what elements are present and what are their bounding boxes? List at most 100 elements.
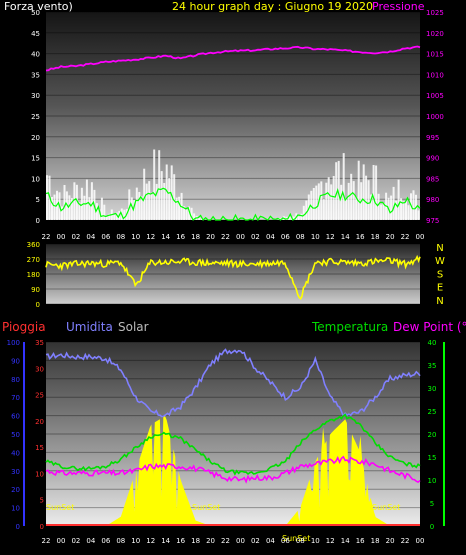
gust-bar-38 bbox=[140, 196, 143, 220]
wind-x-tick-15: 04 bbox=[266, 233, 275, 241]
gust-bar-41 bbox=[148, 181, 151, 220]
gust-bar-122 bbox=[350, 173, 353, 220]
gust-bar-145 bbox=[407, 205, 410, 220]
gust-bar-52 bbox=[175, 197, 178, 220]
rain-axis-tick-0: 0 bbox=[40, 523, 44, 531]
gust-bar-49 bbox=[168, 178, 171, 220]
climate-x-tick-14: 02 bbox=[251, 537, 260, 545]
wind-axis-tick-5: 25 bbox=[31, 113, 40, 121]
gust-bar-108 bbox=[315, 185, 318, 220]
gust-bar-18 bbox=[90, 182, 93, 220]
gust-bar-117 bbox=[337, 160, 340, 220]
wind-x-tick-10: 18 bbox=[191, 233, 200, 241]
pressure-axis-tick-5: 1000 bbox=[426, 113, 444, 121]
gust-bar-58 bbox=[190, 207, 193, 220]
compass-tick-2: S bbox=[437, 269, 443, 280]
climate-x-tick-25: 00 bbox=[416, 537, 425, 545]
wind-x-tick-8: 14 bbox=[161, 233, 170, 241]
gust-bar-125 bbox=[357, 160, 360, 220]
gust-bar-22 bbox=[100, 197, 103, 220]
pressure-axis-tick-10: 1025 bbox=[426, 9, 444, 17]
climate-x-tick-18: 10 bbox=[311, 537, 320, 545]
climate-x-tick-12: 22 bbox=[221, 537, 230, 545]
solar-area bbox=[46, 416, 420, 526]
gust-bar-113 bbox=[327, 177, 330, 220]
sunset-label-3: SunSet bbox=[372, 503, 400, 512]
rain-axis-tick-4: 20 bbox=[35, 418, 44, 426]
gust-bar-11 bbox=[73, 182, 76, 220]
gust-bar-59 bbox=[193, 213, 196, 220]
humidity-axis-tick-4: 40 bbox=[11, 449, 20, 457]
gust-bar-21 bbox=[98, 209, 101, 220]
wind-direction-line bbox=[45, 254, 421, 300]
gust-bar-123 bbox=[352, 181, 355, 220]
wind-x-tick-2: 02 bbox=[71, 233, 80, 241]
gust-bar-111 bbox=[322, 199, 325, 220]
gust-bar-139 bbox=[392, 186, 395, 220]
wind-axis-tick-2: 10 bbox=[31, 175, 40, 183]
sunset-label-0: SunSet bbox=[46, 503, 74, 512]
gust-bar-104 bbox=[305, 200, 308, 220]
rain-axis-tick-5: 25 bbox=[35, 392, 44, 400]
climate-x-tick-20: 14 bbox=[341, 537, 350, 545]
wind-x-tick-12: 22 bbox=[221, 233, 230, 241]
plot-area-direction bbox=[46, 244, 420, 304]
humidity-axis-tick-1: 10 bbox=[11, 505, 20, 513]
rain-axis-tick-7: 35 bbox=[35, 339, 44, 347]
gust-bar-140 bbox=[395, 200, 398, 220]
gust-bar-99 bbox=[292, 216, 295, 220]
pressure-line bbox=[45, 45, 421, 72]
pressure-axis-tick-0: 975 bbox=[426, 217, 439, 225]
temp-axis-tick-8: 40 bbox=[428, 339, 437, 347]
wind-x-tick-3: 04 bbox=[86, 233, 95, 241]
gust-bar-132 bbox=[375, 165, 378, 220]
pressure-axis-tick-8: 1015 bbox=[426, 51, 444, 59]
gust-bar-13 bbox=[78, 202, 81, 220]
climate-x-tick-0: 22 bbox=[42, 537, 51, 545]
gust-bar-25 bbox=[108, 213, 111, 220]
temp-axis-tick-5: 25 bbox=[428, 408, 437, 416]
climate-x-tick-8: 14 bbox=[161, 537, 170, 545]
gust-bar-45 bbox=[158, 150, 161, 220]
gust-bar-127 bbox=[362, 164, 365, 220]
gust-bar-44 bbox=[155, 183, 158, 220]
gust-bar-142 bbox=[400, 198, 403, 220]
solar-legend: Solar bbox=[118, 320, 149, 334]
gust-bar-147 bbox=[412, 190, 415, 220]
gust-bar-116 bbox=[335, 162, 338, 220]
gust-bar-107 bbox=[312, 188, 315, 220]
gust-bar-31 bbox=[123, 209, 126, 220]
gust-bar-40 bbox=[145, 183, 148, 220]
pressure-axis-title: Pressione bbox=[372, 0, 425, 13]
sunset-label-1: SunSet bbox=[192, 503, 220, 512]
climate-x-tick-15: 04 bbox=[266, 537, 275, 545]
rain-legend: Pioggia bbox=[2, 320, 46, 334]
wind-x-tick-21: 16 bbox=[356, 233, 365, 241]
gust-bar-16 bbox=[85, 179, 88, 220]
gust-bar-48 bbox=[165, 164, 168, 220]
wind-axis-tick-3: 15 bbox=[31, 155, 40, 163]
gust-bar-17 bbox=[88, 197, 91, 220]
gust-bar-50 bbox=[170, 165, 173, 220]
climate-x-tick-1: 00 bbox=[56, 537, 65, 545]
compass-tick-4: N bbox=[436, 296, 443, 307]
gust-bar-46 bbox=[160, 171, 163, 220]
temp-axis-tick-1: 5 bbox=[430, 500, 434, 508]
gust-bar-14 bbox=[80, 187, 83, 220]
compass-tick-1: W bbox=[435, 256, 445, 267]
wind-x-tick-17: 08 bbox=[296, 233, 305, 241]
gust-bar-101 bbox=[297, 216, 300, 220]
climate-x-tick-2: 02 bbox=[71, 537, 80, 545]
gust-bar-51 bbox=[173, 174, 176, 220]
gust-bar-15 bbox=[83, 195, 86, 220]
gust-bar-62 bbox=[200, 218, 203, 220]
wind-x-tick-1: 00 bbox=[56, 233, 65, 241]
gust-bar-97 bbox=[287, 216, 290, 220]
climate-x-tick-16: 06 bbox=[281, 537, 290, 545]
gust-bar-121 bbox=[347, 182, 350, 220]
climate-x-tick-13: 00 bbox=[236, 537, 245, 545]
gust-bar-149 bbox=[417, 210, 420, 220]
dir-axis-tick-0: 0 bbox=[36, 301, 40, 309]
humidity-axis-tick-6: 60 bbox=[11, 413, 20, 421]
wind-axis-tick-9: 45 bbox=[31, 30, 40, 38]
